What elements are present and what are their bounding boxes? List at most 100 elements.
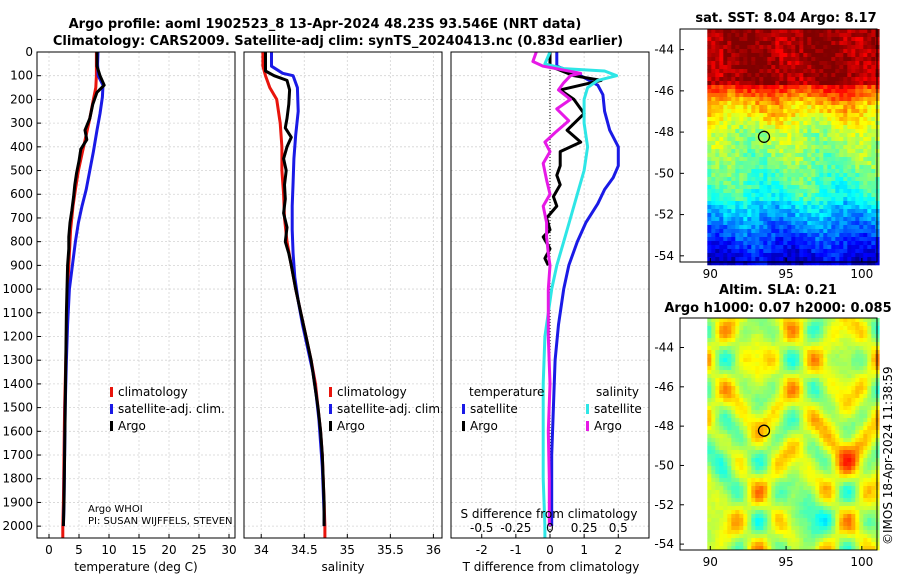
map-cell: [803, 197, 808, 202]
map-cell: [719, 354, 724, 359]
map-cell: [735, 438, 740, 443]
map-cell: [743, 193, 748, 198]
map-cell: [751, 249, 756, 254]
map-cell: [835, 358, 840, 363]
map-cell: [859, 101, 864, 106]
map-cell: [811, 73, 816, 78]
map-cell: [847, 205, 852, 210]
map-cell: [763, 109, 768, 114]
map-cell: [779, 486, 784, 491]
map-cell: [747, 217, 752, 222]
map-cell: [751, 386, 756, 391]
map-cell: [867, 430, 872, 435]
map-cell: [839, 137, 844, 142]
map-cell: [827, 73, 832, 78]
map-cell: [803, 330, 808, 335]
map-cell: [787, 474, 792, 479]
map-cell: [715, 494, 720, 499]
map-cell: [831, 454, 836, 459]
map-cell: [767, 253, 772, 258]
map-cell: [719, 374, 724, 379]
map-cell: [751, 217, 756, 222]
map-cell: [779, 438, 784, 443]
map-cell: [771, 233, 776, 238]
map-cell: [827, 318, 832, 323]
map-cell: [819, 374, 824, 379]
map-cell: [763, 81, 768, 86]
map-cell: [827, 245, 832, 250]
map-cell: [835, 402, 840, 407]
map-cell: [735, 77, 740, 82]
map-cell: [783, 342, 788, 347]
map-cell: [791, 478, 796, 483]
map-cell: [791, 201, 796, 206]
map-cell: [727, 410, 732, 415]
map-cell: [863, 101, 868, 106]
map-cell: [799, 458, 804, 463]
map-cell: [771, 382, 776, 387]
map-cell: [799, 410, 804, 415]
map-cell: [707, 434, 712, 439]
map-cell: [783, 101, 788, 106]
map-cell: [783, 358, 788, 363]
map-cell: [847, 490, 852, 495]
map-cell: [859, 217, 864, 222]
map-cell: [755, 378, 760, 383]
map-cell: [843, 105, 848, 110]
map-cell: [839, 33, 844, 38]
map-cell: [871, 410, 876, 415]
map-cell: [871, 253, 876, 258]
map-cell: [799, 386, 804, 391]
map-cell: [835, 113, 840, 118]
map-cell: [871, 65, 876, 70]
map-cell: [763, 53, 768, 58]
map-cell: [815, 49, 820, 54]
map-cell: [795, 137, 800, 142]
map-cell: [747, 261, 752, 266]
map-cell: [763, 29, 768, 34]
map-cell: [735, 49, 740, 54]
map-cell: [727, 253, 732, 258]
map-cell: [743, 462, 748, 467]
figure-title-line1: Argo profile: aoml 1902523_8 13-Apr-2024…: [69, 17, 582, 32]
map-cell: [719, 434, 724, 439]
map-cell: [743, 382, 748, 387]
map-cell: [839, 498, 844, 503]
map-cell: [827, 410, 832, 415]
map-cell: [755, 318, 760, 323]
map-cell: [715, 37, 720, 42]
map-cell: [851, 133, 856, 138]
map-cell: [827, 145, 832, 150]
map-cell: [771, 49, 776, 54]
map-cell: [823, 261, 828, 266]
map-cell: [851, 478, 856, 483]
map-cell: [851, 410, 856, 415]
map-cell: [831, 217, 836, 222]
map-cell: [707, 318, 712, 323]
map-cell: [819, 185, 824, 190]
map-cell: [711, 362, 716, 367]
map-cell: [823, 510, 828, 515]
map-cell: [803, 61, 808, 66]
map-cell: [811, 221, 816, 226]
map-cell: [823, 141, 828, 146]
map-cell: [795, 458, 800, 463]
map-cell: [771, 85, 776, 90]
map-cell: [863, 346, 868, 351]
map-cell: [823, 338, 828, 343]
map-cell: [795, 394, 800, 399]
map-cell: [723, 165, 728, 170]
map-cell: [767, 241, 772, 246]
map-cell: [819, 338, 824, 343]
map-cell: [711, 69, 716, 74]
map-cell: [747, 398, 752, 403]
map-cell: [823, 241, 828, 246]
map-cell: [843, 141, 848, 146]
map-cell: [835, 370, 840, 375]
map-cell: [731, 237, 736, 242]
map-cell: [735, 181, 740, 186]
map-cell: [751, 253, 756, 258]
map-cell: [723, 322, 728, 327]
map-cell: [819, 77, 824, 82]
map-cell: [727, 209, 732, 214]
